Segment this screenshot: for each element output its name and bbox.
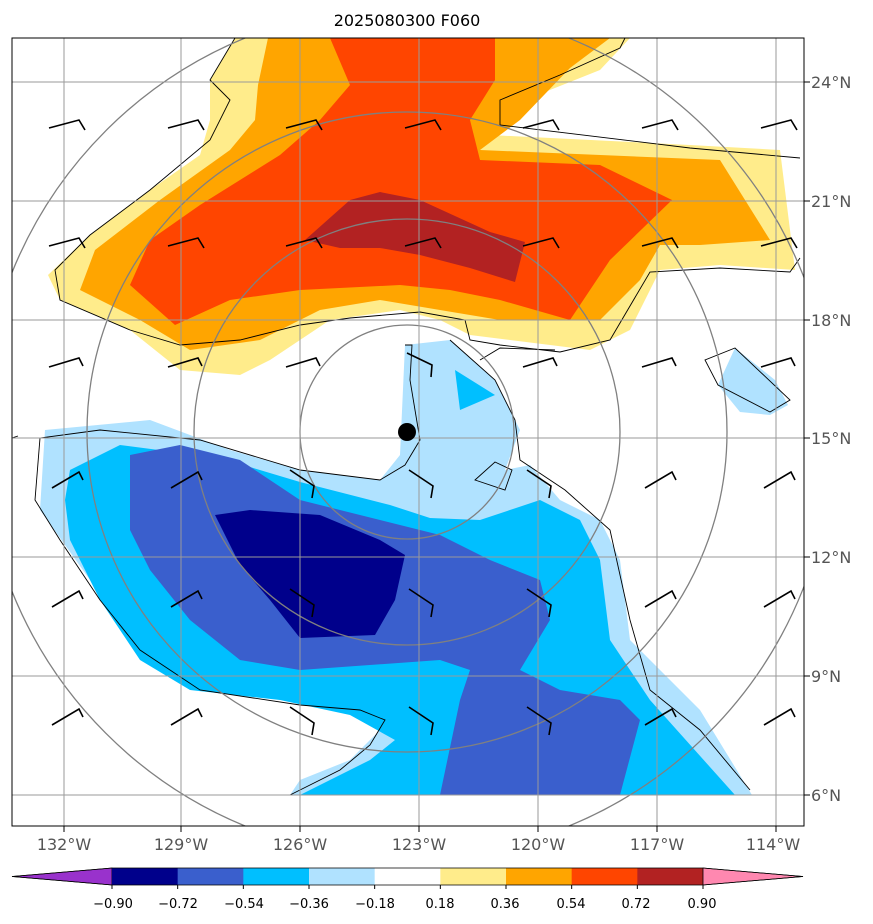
colorbar-segment: [177, 868, 244, 885]
map-title: 2025080300 F060: [334, 11, 481, 30]
lat-label: 12°N: [811, 548, 851, 567]
contour-fill-0.72: [305, 192, 525, 282]
wind-barb-icon: [763, 707, 796, 726]
wind-barb-icon: [644, 589, 677, 608]
wind-barb-icon: [167, 237, 205, 249]
lat-label: 24°N: [811, 73, 851, 92]
map-area: [12, 38, 804, 826]
wind-barb-icon: [289, 588, 315, 618]
storm-center-marker: [398, 423, 416, 441]
lat-label: 9°N: [811, 667, 841, 686]
colorbar-label: −0.18: [355, 897, 395, 912]
wind-barb-icon: [408, 588, 434, 618]
wind-barb-icon: [170, 589, 203, 608]
wind-barb-icon: [48, 357, 84, 368]
wind-barb-icon: [644, 470, 677, 489]
wind-barb-icon: [285, 237, 323, 249]
wind-barb-icon: [526, 588, 552, 618]
lon-label: 129°W: [154, 835, 209, 854]
lon-label: 120°W: [511, 835, 566, 854]
wind-barb-icon: [51, 589, 84, 608]
positive-anomaly-field: [48, 38, 795, 375]
lat-label: 21°N: [811, 192, 851, 211]
wind-barb-icon: [285, 119, 323, 131]
wind-barb-icon: [170, 707, 203, 726]
colorbar-label: 0.90: [688, 897, 717, 912]
wind-barb-icon: [48, 119, 86, 131]
wind-barb-icon: [763, 589, 796, 608]
colorbar-label: −0.36: [289, 897, 329, 912]
lat-label: 6°N: [811, 786, 841, 805]
colorbar-label: −0.54: [224, 897, 264, 912]
colorbar-segment: [506, 868, 573, 885]
wind-barb-icon: [404, 119, 442, 131]
colorbar-extend-high: [702, 867, 804, 886]
lat-label: 18°N: [811, 311, 851, 330]
wind-barb-icon: [289, 469, 315, 499]
wind-barb-icon: [522, 237, 560, 249]
wind-barb-icon: [760, 357, 796, 368]
colorbar-labels: −0.90 −0.72 −0.54 −0.36 −0.18 0.18 0.36 …: [93, 897, 716, 912]
lon-label: 117°W: [630, 835, 685, 854]
colorbar-segment: [571, 868, 638, 885]
wind-barb-icon: [167, 119, 205, 131]
colorbar-segment: [112, 868, 179, 885]
wind-barb-icon: [406, 352, 433, 378]
colorbar-segment: [637, 868, 704, 885]
colorbar-segment: [243, 868, 310, 885]
axis-ticks: [63, 81, 810, 832]
wind-barb-icon: [404, 237, 442, 249]
range-ring-3: [86, 111, 728, 753]
wind-barb-icon: [48, 237, 86, 249]
lon-label: 123°W: [392, 835, 447, 854]
lon-label: 126°W: [273, 835, 328, 854]
wind-barb-icon: [526, 706, 552, 736]
range-ring-2: [193, 218, 621, 646]
wind-barb-icon: [170, 470, 203, 489]
colorbar-extend-low: [11, 867, 113, 886]
negative-anomaly-field: [40, 340, 788, 795]
lon-labels: 132°W 129°W 126°W 123°W 120°W 117°W 114°…: [37, 835, 801, 854]
wind-barb-icon: [51, 470, 84, 489]
wind-barb-icon: [641, 119, 679, 131]
lat-label: 15°N: [811, 429, 851, 448]
wind-barb-icon: [641, 237, 679, 249]
lon-label: 114°W: [746, 835, 801, 854]
wind-barb-icon: [763, 470, 796, 489]
colorbar-label: −0.72: [158, 897, 198, 912]
wind-barb-icon: [526, 469, 552, 499]
colorbar-segment: [440, 868, 507, 885]
colorbar-segment: [374, 868, 441, 885]
colorbar-label: 0.18: [426, 897, 455, 912]
colorbar-label: 0.36: [491, 897, 520, 912]
wind-barb-icon: [641, 357, 677, 368]
wind-barb-icon: [760, 237, 798, 249]
contour-fill-0.54: [130, 38, 672, 325]
wind-barb-icon: [522, 357, 558, 368]
contour-fill-neg0.72: [215, 510, 405, 638]
colorbar-label: 0.54: [557, 897, 586, 912]
lat-labels: 24°N 21°N 18°N 15°N 12°N 9°N 6°N: [811, 73, 851, 805]
wind-barb-icon: [167, 357, 203, 368]
lon-label: 132°W: [37, 835, 92, 854]
wind-barb-icon: [644, 707, 677, 726]
colorbar-segment: [309, 868, 376, 885]
wind-barb-icon: [285, 357, 321, 368]
graticule: [12, 38, 804, 826]
colorbar-label: 0.72: [622, 897, 651, 912]
wind-barb-icon: [51, 707, 84, 726]
wind-barb-icon: [522, 119, 560, 131]
wind-barbs: [48, 119, 798, 736]
wind-barb-icon: [408, 469, 434, 499]
wind-barb-icon: [289, 706, 315, 736]
wind-barb-icon: [408, 706, 434, 736]
colorbar-label: −0.90: [93, 897, 133, 912]
wind-barb-icon: [760, 119, 798, 131]
colorbar: [11, 867, 804, 889]
map-frame: [11, 37, 805, 827]
